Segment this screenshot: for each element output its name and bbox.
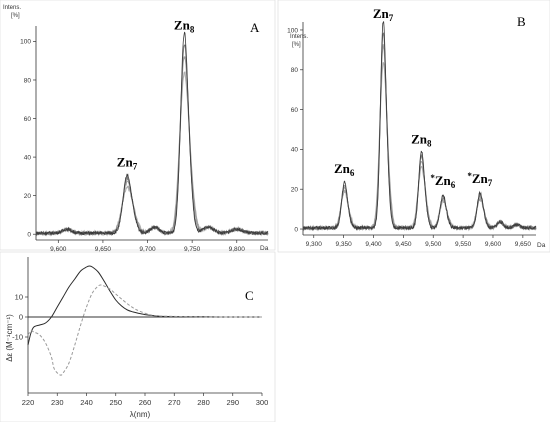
panel-b-x-unit: Da xyxy=(537,242,546,249)
panelB-peak-label: *Zn6 xyxy=(430,173,455,190)
panel-a-ylabel-unit: [%] xyxy=(11,13,20,19)
panel-c-x-tick-label: 250 xyxy=(109,398,122,407)
panel-c-x-tick-label: 240 xyxy=(80,398,93,407)
panel-c-x-tick-label: 300 xyxy=(256,398,269,407)
panelA-y-tick-label: 80 xyxy=(24,77,32,84)
panel-a-frame xyxy=(0,0,276,251)
panel-b-spectrum: Intens. [%] B Da 0 20 40 60 80 100 9,300 9,350 9… xyxy=(277,0,550,253)
panel-c-x-tick-label: 270 xyxy=(168,398,181,407)
panel-c-solid-series xyxy=(27,265,262,346)
panel-c-curves xyxy=(27,265,263,376)
panelB-y-tick-label: 20 xyxy=(291,187,299,194)
panel-b-axes: 0 20 40 60 80 100 9,300 9,350 9,400 9,450 9,500 9,5… xyxy=(287,22,536,248)
panel-c-y-tick-label: 10 xyxy=(15,293,23,302)
panel-c-x-tick-label: 290 xyxy=(226,398,239,407)
panelA-x-tick-label: 9,800 xyxy=(229,246,246,253)
panel-c-axes: 10 0 -10 220 230 240 250 260 270 280 290 300 xyxy=(12,257,268,407)
panelA-y-tick-label: 60 xyxy=(24,116,32,123)
panelB-y-tick-label: 100 xyxy=(287,27,298,34)
panel-c-x-tick-label: 260 xyxy=(139,398,152,407)
panel-a-curves xyxy=(35,31,269,237)
panel-b-peak-labels: Zn6 Zn7 Zn8 *Zn6 *Zn7 xyxy=(334,6,493,190)
panelA-y-tick-label: 40 xyxy=(24,154,32,161)
panel-a-letter: A xyxy=(250,20,260,35)
panelA-trace xyxy=(35,71,269,237)
panel-a-peak-labels: Zn7 Zn8 xyxy=(117,17,195,171)
panelA-y-tick-label: 0 xyxy=(27,232,31,239)
panelA-trace xyxy=(35,44,269,237)
panel-c-cd-spectrum: C λ(nm) Δε (M⁻¹cm⁻¹) 10 0 -10 220 230 240 250 2… xyxy=(0,251,276,422)
panelB-x-tick-label: 9,400 xyxy=(365,241,382,248)
panelB-y-tick-label: 0 xyxy=(294,226,298,233)
panelB-peak-label: *Zn7 xyxy=(467,171,492,188)
panel-c-x-tick-label: 280 xyxy=(197,398,210,407)
panel-a-axes: 0 20 40 60 80 100 9,600 9,650 9,700 9,750 9,800 xyxy=(20,26,268,253)
panel-c-xlabel: λ(nm) xyxy=(130,410,151,419)
panelB-x-tick-label: 9,600 xyxy=(485,241,502,248)
panelB-x-tick-label: 9,300 xyxy=(306,241,323,248)
panel-b-ylabel-top: Intens. xyxy=(290,34,308,40)
panelB-x-tick-label: 9,550 xyxy=(455,241,472,248)
panelB-peak-label: Zn8 xyxy=(411,131,432,148)
panelB-peak-label: Zn7 xyxy=(373,6,394,23)
panelA-y-tick-label: 20 xyxy=(24,193,32,200)
panelA-peak-label: Zn7 xyxy=(117,154,138,171)
panelA-y-tick-label: 100 xyxy=(20,39,31,46)
panel-b-letter: B xyxy=(517,14,526,29)
panel-c-x-tick-label: 230 xyxy=(51,398,64,407)
panel-c-dashed-series xyxy=(27,284,263,376)
panel-b-curves xyxy=(302,21,537,232)
panelB-x-tick-label: 9,650 xyxy=(515,241,532,248)
panelA-x-tick-label: 9,600 xyxy=(50,246,67,253)
panelB-y-tick-label: 60 xyxy=(291,107,299,114)
panel-c-y-tick-label: -10 xyxy=(12,333,23,342)
panelB-trace xyxy=(302,21,537,231)
panelB-x-tick-label: 9,500 xyxy=(425,241,442,248)
panel-a-ylabel-top: Intens. xyxy=(3,5,21,11)
panel-b-frame xyxy=(277,0,550,253)
panelA-peak-label: Zn8 xyxy=(174,17,195,34)
panelA-trace xyxy=(35,55,269,237)
panel-c-ylabel: Δε (M⁻¹cm⁻¹) xyxy=(5,314,14,362)
panelB-x-tick-label: 9,450 xyxy=(395,241,412,248)
panelB-x-tick-label: 9,350 xyxy=(335,241,352,248)
panel-b-ylabel-unit: [%] xyxy=(292,42,301,48)
panel-a-x-unit: Da xyxy=(260,245,269,252)
panelA-x-tick-label: 9,750 xyxy=(184,246,201,253)
panel-c-y-tick-label: 0 xyxy=(19,313,23,322)
panelA-x-tick-label: 9,700 xyxy=(139,246,156,253)
panel-c-frame xyxy=(0,251,276,422)
panelA-x-tick-label: 9,650 xyxy=(95,246,112,253)
panelA-trace xyxy=(35,31,269,237)
panel-c-letter: C xyxy=(245,288,254,303)
panelB-y-tick-label: 40 xyxy=(291,147,299,154)
panelB-peak-label: Zn6 xyxy=(334,161,355,178)
panel-a-spectrum: Intens. [%] A Da 0 20 40 60 80 100 9,600 9,650 9… xyxy=(0,0,276,253)
panel-c-x-tick-label: 220 xyxy=(22,398,35,407)
panelB-y-tick-label: 80 xyxy=(291,67,299,74)
